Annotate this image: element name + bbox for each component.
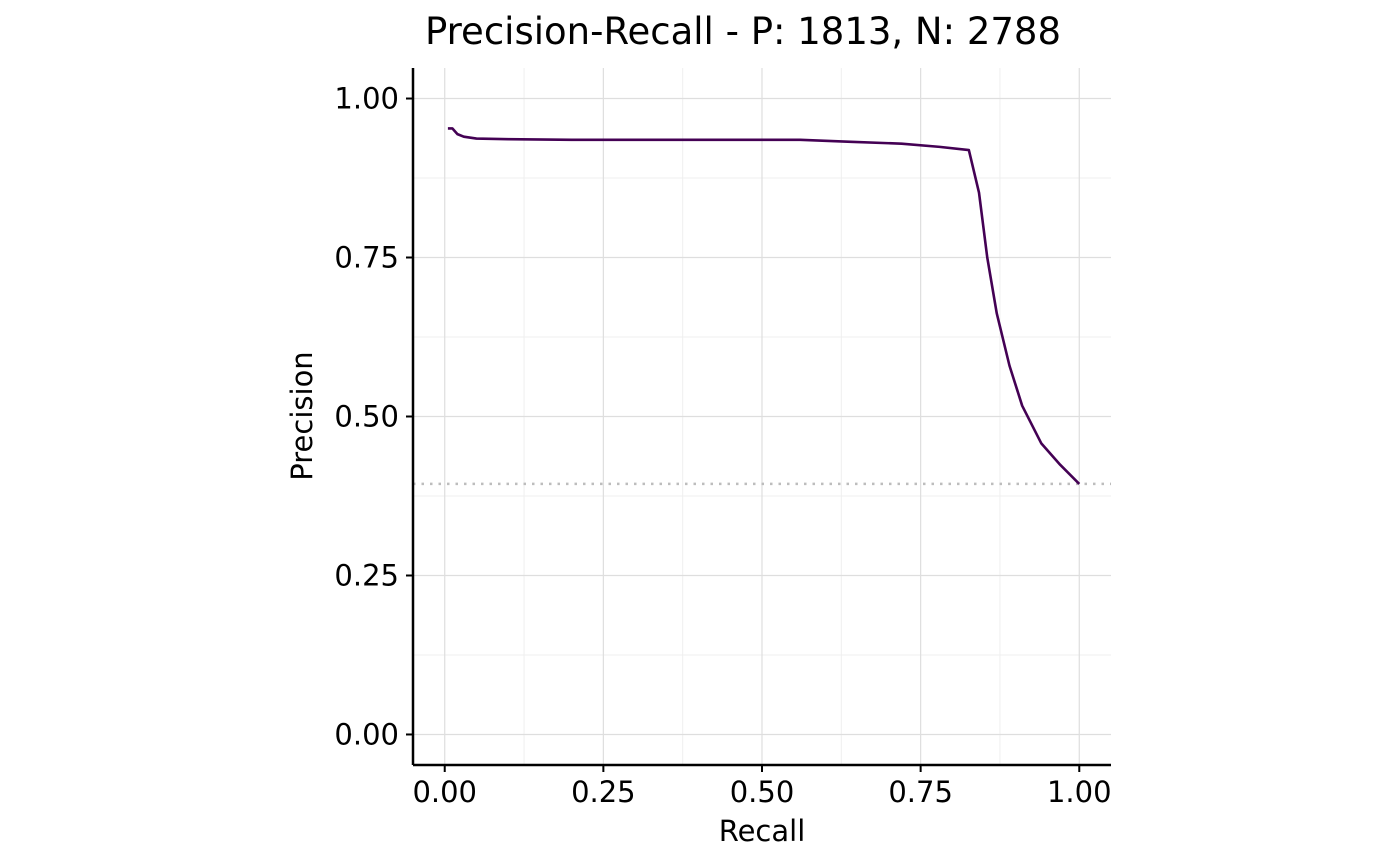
y-axis-title: Precision: [285, 351, 319, 480]
x-tick-label: 0.75: [888, 775, 953, 809]
x-tick-label: 0.50: [730, 775, 795, 809]
y-tick-label: 1.00: [334, 82, 399, 116]
y-tick-label: 0.00: [334, 717, 399, 751]
x-tick-label: 1.00: [1047, 775, 1112, 809]
x-axis-title: Recall: [719, 814, 806, 848]
y-tick-label: 0.25: [334, 558, 399, 592]
y-axis-ticks: 0.00 0.25 0.50 0.75 1.00: [334, 82, 413, 751]
y-tick-label: 0.50: [334, 400, 399, 434]
precision-recall-curve: [447, 127, 1081, 485]
x-axis-ticks: 0.00 0.25 0.50 0.75 1.00: [412, 765, 1112, 809]
y-tick-label: 0.75: [334, 241, 399, 275]
x-tick-label: 0.00: [412, 775, 477, 809]
x-tick-label: 0.25: [571, 775, 636, 809]
chart-title: Precision-Recall - P: 1813, N: 2788: [425, 10, 1061, 53]
major-gridlines: [413, 68, 1111, 765]
